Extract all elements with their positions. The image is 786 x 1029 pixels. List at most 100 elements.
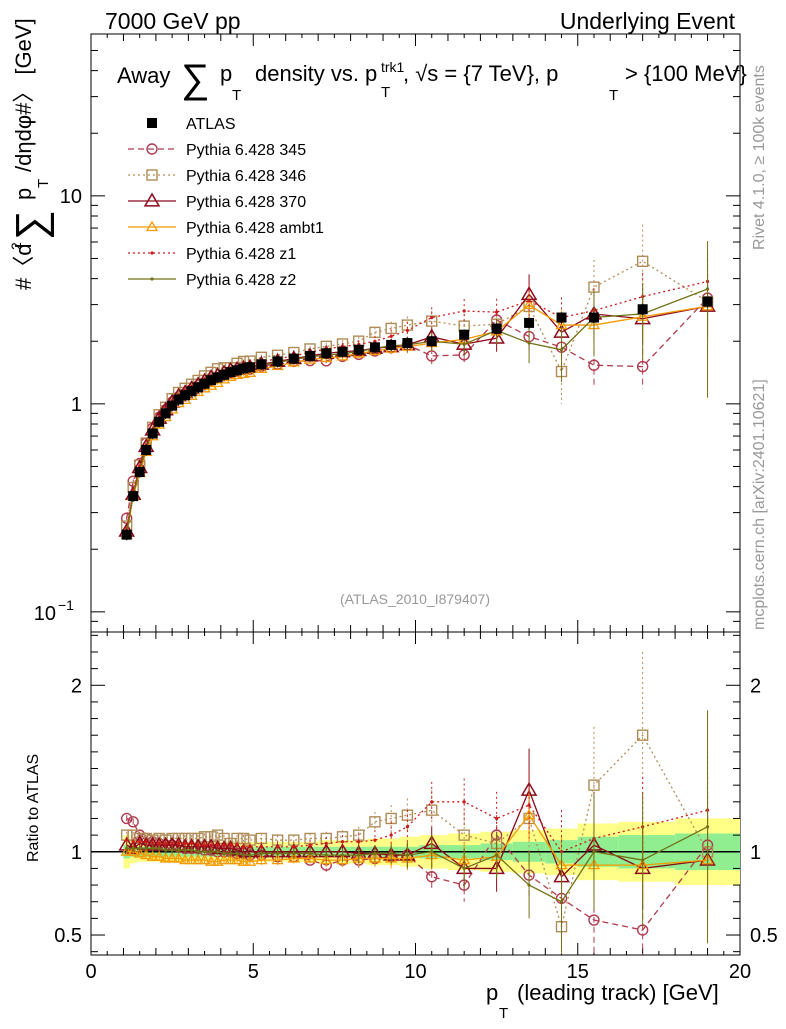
- marker-dot: [559, 900, 564, 904]
- marker-dot: [495, 310, 499, 314]
- marker-data-square: [121, 529, 132, 540]
- main-series-line: [126, 297, 709, 519]
- ratio-y-axis-label: Ratio to ATLAS: [25, 754, 42, 862]
- marker-data-square: [141, 444, 152, 455]
- analysis-id-watermark: (ATLAS_2010_I879407): [340, 591, 490, 607]
- marker-triangle-small: [191, 853, 205, 865]
- marker-dot: [324, 853, 328, 857]
- marker-dot: [527, 299, 531, 303]
- title-density: density vs. p: [255, 61, 377, 86]
- marker-data-square: [305, 350, 316, 361]
- marker-data-square: [337, 346, 348, 357]
- marker-dot: [405, 328, 409, 333]
- rivet-version-label: Rivet 4.1.0, ≥ 100k events: [751, 65, 768, 250]
- marker-dot: [705, 825, 710, 829]
- marker-dot: [357, 853, 361, 857]
- marker-dot: [340, 853, 345, 857]
- marker-dot: [308, 843, 312, 847]
- title-pt-sub: T: [609, 87, 618, 104]
- marker-dot: [462, 309, 466, 313]
- marker-dot: [157, 846, 161, 851]
- marker-dot: [559, 348, 564, 352]
- series-z1: [125, 254, 710, 894]
- legend-label: Pythia 6.428 370: [186, 194, 306, 211]
- marker-dot: [275, 851, 280, 856]
- marker-dot: [241, 853, 246, 857]
- marker-dot: [389, 334, 393, 338]
- marker-triangle-small: [320, 853, 333, 865]
- marker-data-square: [402, 338, 413, 349]
- marker-square: [636, 729, 649, 741]
- marker-triangle-small: [153, 850, 166, 861]
- marker-circle: [426, 871, 438, 883]
- legend-item-p346: Pythia 6.428 346: [128, 168, 306, 185]
- marker-dot: [150, 277, 154, 281]
- legend-item-p345: Pythia 6.428 345: [128, 142, 306, 159]
- marker-dot: [209, 850, 213, 854]
- x-axis-label: p T (leading track) [GeV]: [486, 980, 719, 1022]
- marker-dot: [151, 841, 155, 846]
- marker-triangle-small: [237, 855, 250, 866]
- marker-triangle-small: [230, 853, 244, 865]
- marker-dot: [248, 853, 252, 857]
- series-atlas: [121, 296, 713, 541]
- title-ptrk-sub: T: [381, 84, 390, 101]
- marker-data-square: [238, 363, 249, 374]
- marker-dot: [164, 848, 168, 852]
- x-tick-label: 15: [567, 961, 589, 983]
- marker-dot: [196, 850, 200, 854]
- marker-dot: [389, 851, 393, 856]
- marker-dot: [222, 851, 226, 856]
- marker-dot: [144, 846, 148, 851]
- marker-triangle-small: [140, 848, 153, 860]
- marker-dot: [125, 838, 129, 842]
- marker-triangle-small: [522, 298, 536, 310]
- marker-triangle-small: [336, 853, 349, 865]
- marker-triangle-small: [159, 852, 172, 863]
- mcplots-label: mcplots.cern.ch [arXiv:2401.10621]: [751, 379, 768, 630]
- y-axis-label: #〈d 2 ∑ p T /dηdφ#〉 [GeV]: [7, 18, 54, 290]
- marker-data-square: [173, 394, 184, 405]
- marker-triangle-small: [120, 845, 133, 856]
- marker-triangle-small: [217, 853, 231, 865]
- title-cut: > {100 MeV}: [625, 61, 747, 86]
- marker-dot: [462, 866, 466, 871]
- ratio-y-tick-label: 0.5: [54, 925, 82, 947]
- marker-data-square: [288, 353, 299, 364]
- marker-dot: [125, 846, 129, 851]
- legend-label: Pythia 6.428 z1: [186, 246, 296, 263]
- main-series-line: [126, 280, 708, 529]
- y-tick-label-10: 10: [60, 186, 82, 208]
- marker-triangle-small: [127, 845, 140, 856]
- marker-dot: [259, 851, 263, 856]
- marker-triangle: [143, 192, 161, 207]
- data-marks: [118, 224, 716, 955]
- marker-dot: [151, 846, 155, 851]
- marker-triangle-small: [172, 852, 185, 863]
- marker-data-square: [702, 296, 713, 307]
- legend-label: Pythia 6.428 346: [186, 168, 306, 185]
- marker-data-square: [369, 342, 380, 353]
- ylabel-a: #〈d: [11, 244, 36, 290]
- marker-dot: [462, 342, 466, 346]
- marker-dot: [183, 848, 187, 852]
- marker-dot: [164, 841, 168, 846]
- marker-dot: [308, 851, 312, 856]
- marker-data-square: [219, 369, 230, 380]
- marker-dot: [641, 858, 645, 862]
- marker-dot: [150, 251, 154, 255]
- marker-dot: [389, 833, 393, 837]
- marker-triangle-small: [145, 220, 159, 232]
- marker-dot: [157, 841, 161, 846]
- marker-data-square: [256, 359, 267, 370]
- legend-item-ambt1: Pythia 6.428 ambt1: [128, 220, 324, 237]
- marker-dot: [235, 851, 239, 856]
- marker-dot: [430, 850, 434, 854]
- marker-dot: [495, 853, 499, 857]
- marker-dot: [324, 841, 328, 846]
- marker-dot: [138, 846, 142, 851]
- marker-dot: [430, 315, 434, 320]
- marker-triangle-small: [224, 853, 237, 865]
- marker-dot: [527, 883, 531, 887]
